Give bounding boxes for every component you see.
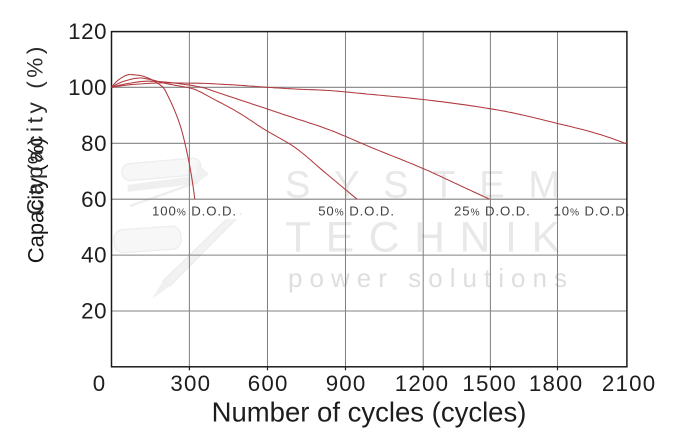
svg-text:TECHNIK: TECHNIK	[285, 215, 560, 262]
svg-text:100: 100	[68, 75, 107, 100]
svg-text:Capacity (%): Capacity (%)	[23, 43, 48, 215]
svg-text:1500: 1500	[462, 371, 516, 396]
svg-text:20: 20	[81, 299, 107, 324]
svg-text:2100: 2100	[602, 371, 656, 396]
svg-text:1200: 1200	[395, 371, 449, 396]
svg-text:50% D.O.D.: 50% D.O.D.	[318, 204, 395, 219]
svg-text:100% D.O.D.: 100% D.O.D.	[152, 204, 237, 219]
svg-text:0: 0	[93, 371, 107, 396]
svg-text:120: 120	[68, 19, 107, 44]
svg-text:900: 900	[326, 371, 367, 396]
svg-text:300: 300	[170, 371, 211, 396]
svg-text:Number of cycles (cycles): Number of cycles (cycles)	[212, 397, 527, 428]
svg-text:600: 600	[248, 371, 289, 396]
svg-text:40: 40	[81, 243, 107, 268]
svg-text:60: 60	[81, 187, 107, 212]
svg-text:80: 80	[81, 131, 107, 156]
svg-text:Capacity (%): Capacity (%)	[23, 137, 48, 263]
svg-text:10% D.O.D.: 10% D.O.D.	[554, 204, 631, 219]
svg-text:1800: 1800	[529, 371, 583, 396]
svg-text:power solutions: power solutions	[288, 263, 567, 293]
svg-text:25% D.O.D.: 25% D.O.D.	[454, 204, 531, 219]
